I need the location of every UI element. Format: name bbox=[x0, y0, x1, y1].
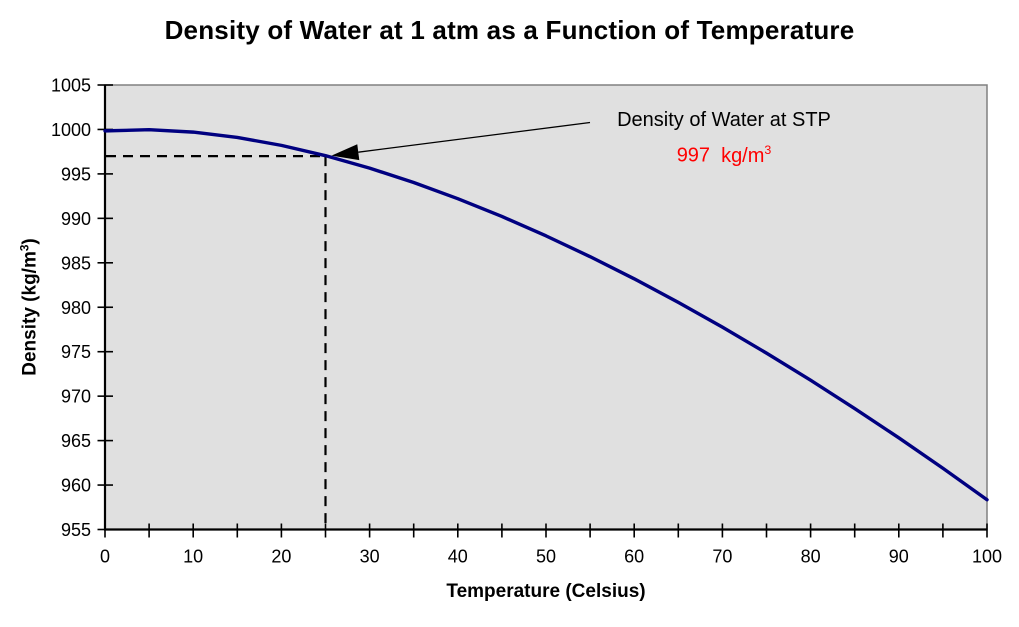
axis-ticks-group bbox=[97, 84, 988, 538]
x-axis-title: Temperature (Celsius) bbox=[446, 581, 646, 602]
x-tick-label: 70 bbox=[712, 547, 732, 567]
y-axis-title-text: Density (kg/m bbox=[19, 251, 41, 376]
y-tick-label: 990 bbox=[61, 209, 91, 229]
x-tick-label: 80 bbox=[801, 547, 821, 567]
annotation-value-superscript: 3 bbox=[764, 143, 772, 157]
annotation-arrowhead bbox=[331, 144, 360, 161]
x-tick-label: 90 bbox=[889, 547, 909, 567]
annotation-arrow-group bbox=[331, 121, 591, 161]
x-tick-label: 20 bbox=[271, 547, 291, 567]
y-tick-label: 1005 bbox=[51, 76, 91, 96]
y-axis-title-superscript: 3 bbox=[18, 244, 32, 252]
annotation-value-unit: kg/m bbox=[721, 144, 765, 167]
x-tick-label: 40 bbox=[448, 547, 468, 567]
plot-background bbox=[104, 84, 988, 531]
density-curve bbox=[103, 128, 989, 502]
x-tick-label: 0 bbox=[100, 547, 110, 567]
annotation-value-number: 997 bbox=[676, 144, 711, 167]
x-tick-label: 100 bbox=[972, 547, 1002, 567]
annotation-label: Density of Water at STP bbox=[617, 109, 831, 131]
y-tick-label: 985 bbox=[61, 253, 91, 273]
chart-title: Density of Water at 1 atm as a Function … bbox=[164, 15, 855, 45]
annotation-leader-line bbox=[358, 121, 591, 153]
y-axis-title: Density (kg/m3) bbox=[18, 238, 41, 375]
annotation-value: 997 kg/m3 bbox=[595, 135, 853, 171]
annotation-callout: Density of Water at STP 997 kg/m3 bbox=[595, 105, 853, 171]
x-tick-label: 60 bbox=[624, 547, 644, 567]
y-tick-label: 960 bbox=[61, 476, 91, 496]
x-tick-label: 10 bbox=[183, 547, 203, 567]
y-tick-label: 975 bbox=[61, 342, 91, 362]
x-tick-label: 50 bbox=[536, 547, 556, 567]
x-tick-label: 30 bbox=[360, 547, 380, 567]
tick-labels-group: 0 10 20 30 40 50 60 70 80 90 100 955 960 965 970 975 980… bbox=[51, 76, 1002, 567]
y-tick-label: 970 bbox=[61, 387, 91, 407]
y-tick-label: 1000 bbox=[51, 120, 91, 140]
y-axis-title-close: ) bbox=[19, 238, 41, 245]
y-tick-label: 995 bbox=[61, 164, 91, 184]
y-tick-label: 955 bbox=[61, 520, 91, 540]
y-tick-label: 965 bbox=[61, 431, 91, 451]
callout-dashed-lines-group bbox=[106, 155, 327, 529]
plot-area-group bbox=[104, 84, 988, 531]
y-tick-label: 980 bbox=[61, 298, 91, 318]
data-series-group bbox=[103, 128, 989, 502]
